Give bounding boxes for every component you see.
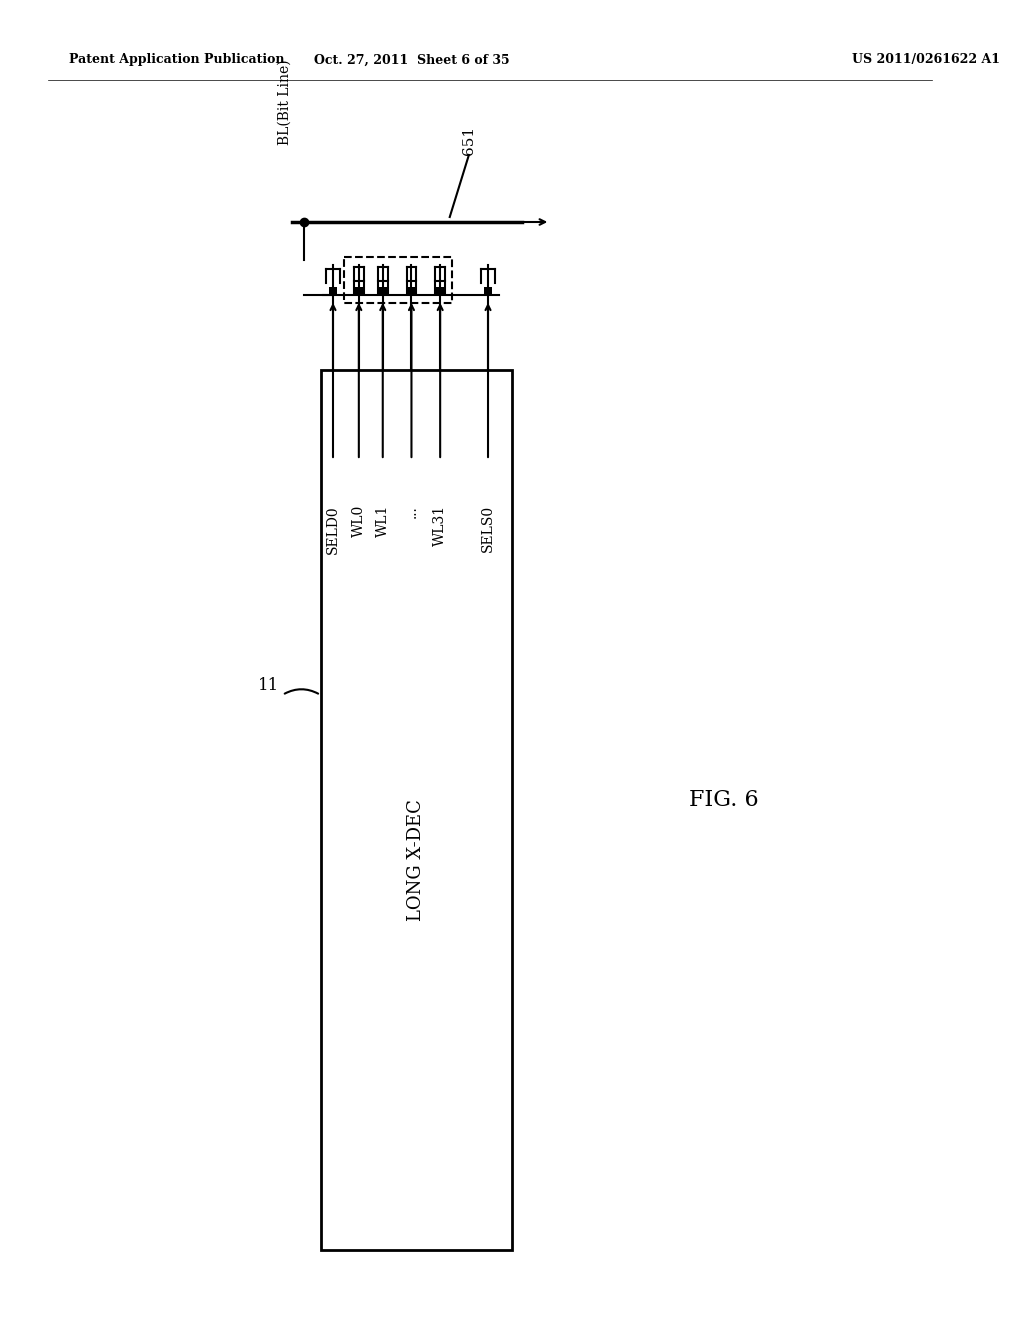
Text: 11: 11 [258,676,280,693]
Text: SELS0: SELS0 [481,506,495,552]
Text: WL1: WL1 [376,506,390,537]
Text: ...: ... [404,506,419,517]
Bar [379,286,387,294]
Bar [483,286,493,294]
Text: BL(Bit Line): BL(Bit Line) [279,59,292,145]
Bar [329,286,337,294]
Bar [436,286,444,294]
Text: SELD0: SELD0 [326,506,340,553]
Text: 651: 651 [462,125,476,154]
Bar [354,286,364,294]
Bar [321,370,512,1250]
Text: Oct. 27, 2011  Sheet 6 of 35: Oct. 27, 2011 Sheet 6 of 35 [313,54,509,66]
Text: WL0: WL0 [352,506,366,537]
Text: Patent Application Publication: Patent Application Publication [69,54,285,66]
Text: US 2011/0261622 A1: US 2011/0261622 A1 [852,54,999,66]
Bar [408,286,416,294]
Text: LONG X-DEC: LONG X-DEC [408,799,425,921]
Bar [344,257,452,304]
Text: WL31: WL31 [433,506,447,546]
Text: FIG. 6: FIG. 6 [689,789,759,810]
